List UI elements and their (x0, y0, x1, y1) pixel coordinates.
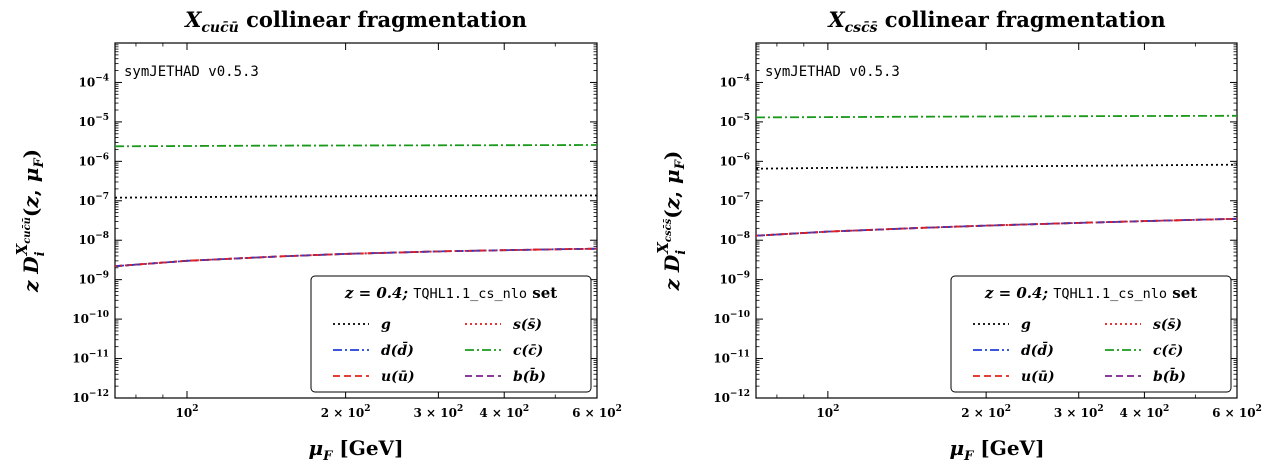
y-axis-label: z DiXcuc̄ū(z, μF) (13, 149, 48, 293)
right-chart-panel: Xcsc̄s̄ collinear fragmentation 10−12 10−1… (654, 7, 1262, 464)
series-lines (115, 144, 597, 268)
x-tick-label: 3 × 102 (1054, 404, 1104, 420)
series-line-0 (115, 194, 597, 199)
x-tick-label: 102 (816, 404, 839, 420)
series-line-3 (756, 114, 1237, 119)
chart-title: Xcsc̄s̄ collinear fragmentation (826, 7, 1165, 36)
series-line-2 (756, 217, 1237, 237)
version-annotation: symJETHAD v0.5.3 (765, 64, 900, 80)
x-tick-label: 3 × 102 (414, 404, 464, 420)
y-tick-label: 10−8 (78, 231, 109, 247)
plot-frame (114, 42, 598, 399)
y-tick-label: 10−12 (72, 389, 109, 405)
y-tick-label: 10−11 (713, 350, 750, 366)
x-tick-label: 6 × 102 (572, 404, 622, 420)
y-tick-label: 10−4 (719, 73, 750, 89)
y-tick-label: 10−5 (719, 113, 750, 129)
series-lines (756, 114, 1237, 237)
x-tick-label: 4 × 102 (1120, 404, 1170, 420)
y-tick-label: 10−12 (713, 389, 750, 405)
y-tick-label: 10−9 (719, 271, 750, 287)
y-tick-label: 10−10 (713, 310, 750, 326)
chart-title: Xcuc̄ū collinear fragmentation (183, 7, 527, 36)
version-annotation: symJETHAD v0.5.3 (124, 64, 259, 80)
legend-label-3: c(c̄) (1153, 343, 1183, 359)
x-tick-label: 6 × 102 (1212, 404, 1262, 420)
x-tick-label: 2 × 102 (961, 404, 1011, 420)
series-line-3 (115, 144, 597, 148)
x-axis-label: μF [GeV] (949, 436, 1044, 464)
legend-box (310, 275, 592, 393)
legend-label-3: c(c̄) (513, 343, 543, 359)
x-tick-label: 102 (176, 404, 199, 420)
plot-frame (755, 42, 1238, 399)
x-axis-label: μF [GeV] (308, 436, 403, 464)
y-tick-label: 10−6 (719, 152, 750, 168)
y-axis-label: z DiXcsc̄s̄(z, μF) (654, 151, 689, 292)
x-tick-label: 2 × 102 (321, 404, 371, 420)
legend-label-4: u(ū) (1021, 369, 1055, 385)
series-line-5 (115, 247, 597, 268)
legend-label-0: g (381, 317, 391, 333)
legend-label-5: b(b̄) (513, 366, 546, 385)
legend-title: z = 0.4; TQHL1.1_cs_nlo set (984, 284, 1197, 302)
legend-label-5: b(b̄) (1153, 366, 1186, 385)
legend-label-2: d(d̄) (1021, 340, 1054, 359)
y-tick-label: 10−11 (72, 350, 109, 366)
series-line-0 (756, 163, 1237, 170)
y-tick-label: 10−9 (78, 271, 109, 287)
left-chart-panel: Xcuc̄ū collinear fragmentation 10−12 10−11… (13, 7, 622, 464)
legend-label-0: g (1021, 317, 1031, 333)
y-tick-label: 10−10 (72, 310, 109, 326)
legend-label-4: u(ū) (381, 369, 415, 385)
y-tick-label: 10−6 (78, 152, 109, 168)
legend-box (950, 275, 1232, 393)
y-tick-label: 10−7 (719, 192, 750, 208)
y-tick-label: 10−5 (78, 113, 109, 129)
series-line-1 (115, 247, 597, 268)
legend-title: z = 0.4; TQHL1.1_cs_nlo set (344, 284, 557, 302)
series-line-1 (756, 217, 1237, 237)
series-line-4 (115, 247, 597, 268)
legend-label-1: s(s̄) (513, 317, 542, 333)
legend-label-2: d(d̄) (381, 340, 414, 359)
series-line-2 (115, 247, 597, 268)
y-tick-label: 10−4 (78, 73, 109, 89)
x-tick-label: 4 × 102 (479, 404, 529, 420)
legend-label-1: s(s̄) (1153, 317, 1182, 333)
y-tick-label: 10−7 (78, 192, 109, 208)
y-tick-label: 10−8 (719, 231, 750, 247)
